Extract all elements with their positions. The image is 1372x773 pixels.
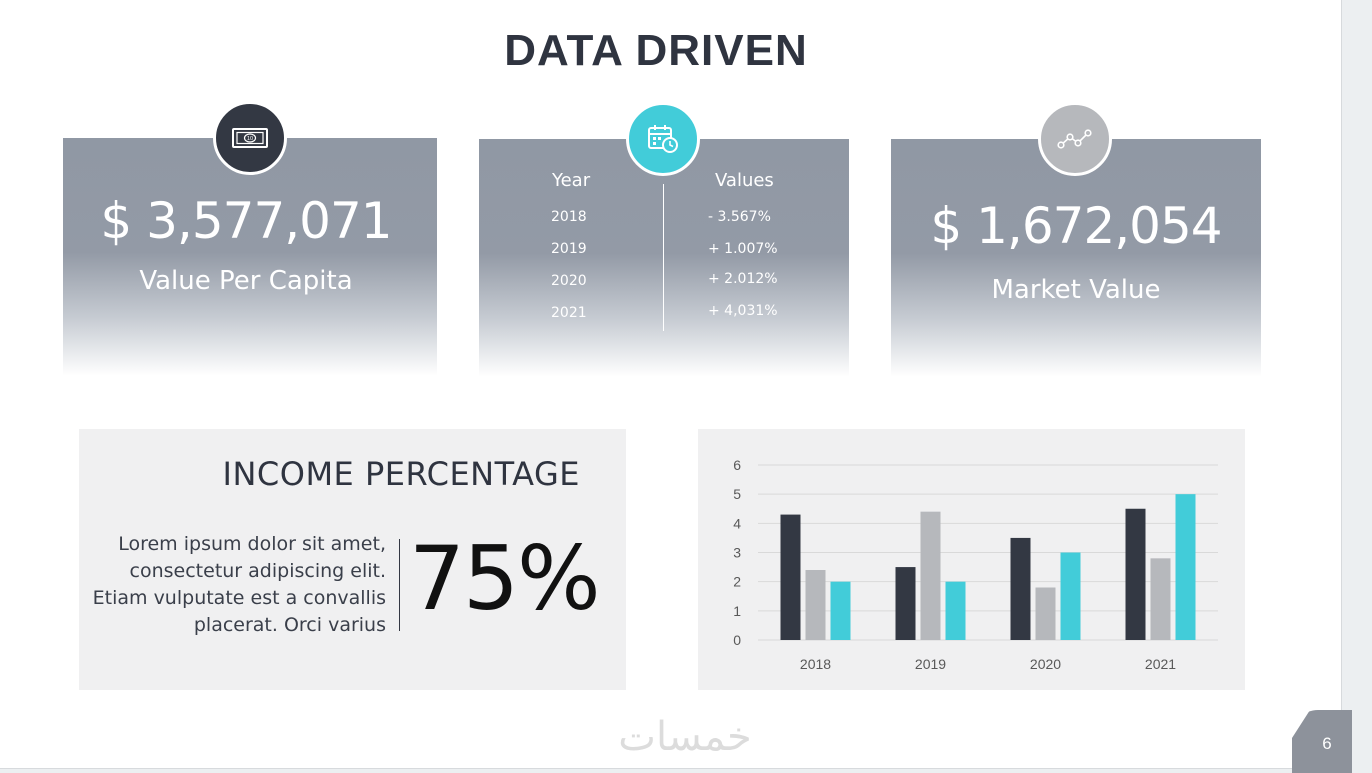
bar-2018-series-3 <box>830 581 851 640</box>
table-header-values: Values <box>715 170 774 191</box>
bar-2019-series-2 <box>920 511 941 640</box>
bar-2021-series-2 <box>1150 558 1171 640</box>
x-tick-label: 2020 <box>1030 656 1061 672</box>
bar-2020-series-1 <box>1010 537 1031 640</box>
x-tick-label: 2018 <box>800 656 831 672</box>
y-tick-label: 3 <box>733 545 741 561</box>
slide-title: DATA DRIVEN <box>504 26 808 75</box>
income-percentage: 75% <box>409 527 601 630</box>
market-value-amount: $ 1,672,054 <box>930 197 1222 255</box>
y-tick-label: 1 <box>733 603 741 619</box>
page-number: 6 <box>1322 734 1332 753</box>
table-header-year: Year <box>552 170 591 191</box>
income-description: Lorem ipsum dolor sit amet, consectetur … <box>92 533 386 636</box>
money-bill-icon: 10 <box>213 101 287 175</box>
x-tick-label: 2021 <box>1145 656 1176 672</box>
bar-chart: 0 1 2 3 4 5 6 2018 2019 2020 2021 <box>733 457 1218 672</box>
value-per-capita-amount: $ 3,577,071 <box>100 192 392 250</box>
table-row-value: + 1.007% <box>708 241 778 257</box>
x-tick-label: 2019 <box>915 656 946 672</box>
svg-text:10: 10 <box>247 136 253 142</box>
table-row-value: + 2.012% <box>708 271 778 287</box>
value-per-capita-card: 10 $ 3,577,071 Value Per Capita <box>63 101 437 376</box>
y-tick-label: 2 <box>733 574 741 590</box>
calendar-clock-icon <box>626 102 700 176</box>
line-graph-icon <box>1038 102 1112 176</box>
table-row-value: - 3.567% <box>708 209 771 225</box>
slide: DATA DRIVEN 10 $ 3,577,071 Value Per Cap… <box>0 0 1342 769</box>
watermark-logo: خمسات <box>618 714 752 760</box>
bar-2021-series-3 <box>1175 494 1196 640</box>
y-tick-label: 6 <box>733 457 741 473</box>
y-tick-label: 5 <box>733 486 741 502</box>
table-divider <box>663 184 664 331</box>
y-tick-label: 4 <box>733 515 741 531</box>
bar-2020-series-3 <box>1060 552 1081 640</box>
bar-2019-series-1 <box>895 567 916 640</box>
bar-chart-panel: 0 1 2 3 4 5 6 2018 2019 2020 2021 <box>698 429 1245 690</box>
bar-2021-series-1 <box>1125 508 1146 640</box>
table-row-year: 2019 <box>551 241 587 257</box>
bar-2018-series-2 <box>805 570 826 640</box>
income-divider <box>399 539 400 631</box>
table-row-year: 2018 <box>551 209 587 225</box>
market-value-card: $ 1,672,054 Market Value <box>891 102 1261 377</box>
income-panel: INCOME PERCENTAGE Lorem ipsum dolor sit … <box>79 429 626 690</box>
table-row-value: + 4,031% <box>708 303 778 319</box>
value-per-capita-label: Value Per Capita <box>139 266 353 296</box>
bar-2019-series-3 <box>945 581 966 640</box>
income-title: INCOME PERCENTAGE <box>222 455 580 493</box>
y-tick-label: 0 <box>733 632 741 648</box>
table-row-year: 2021 <box>551 305 587 321</box>
bar-2020-series-2 <box>1035 587 1056 640</box>
bar-2018-series-1 <box>780 514 801 640</box>
yearly-values-card: Year Values 2018 - 3.567% 2019 + 1.007% … <box>479 102 849 377</box>
table-row-year: 2020 <box>551 273 587 289</box>
market-value-label: Market Value <box>991 275 1161 305</box>
